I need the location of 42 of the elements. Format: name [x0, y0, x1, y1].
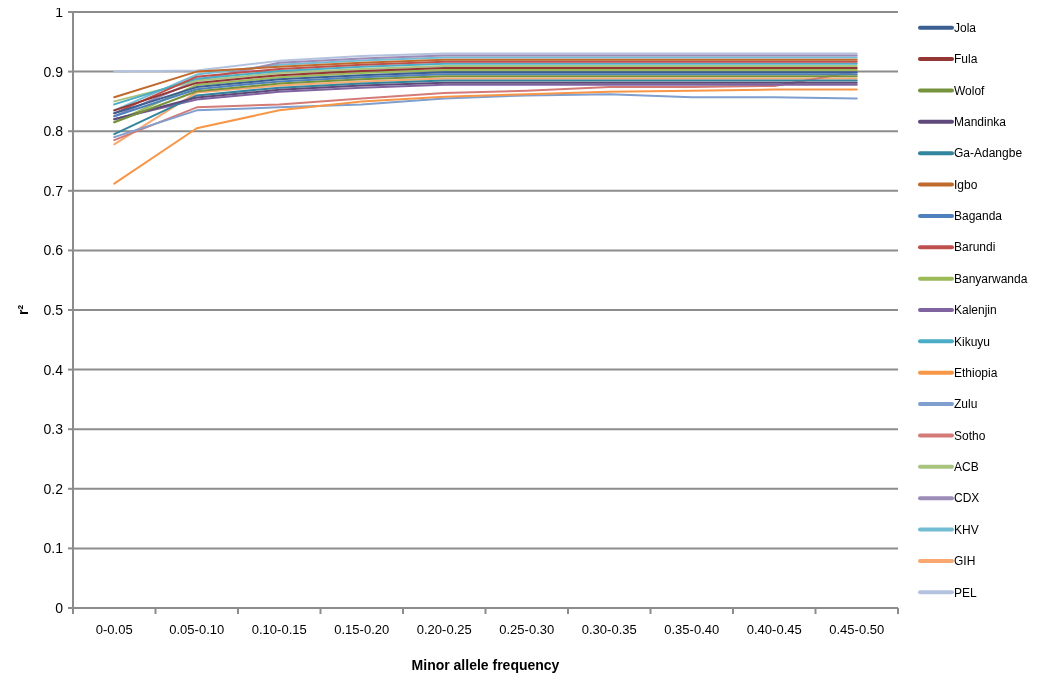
legend-label: Mandinka — [954, 114, 1007, 129]
legend-label: Fula — [954, 52, 978, 67]
legend-label: Kikuyu — [954, 334, 991, 349]
x-tick-label: 0.30-0.35 — [581, 622, 637, 637]
y-tick-label: 0.4 — [43, 361, 64, 378]
y-tick-label: 0.1 — [43, 540, 64, 557]
y-tick-label: 0.6 — [43, 242, 64, 259]
legend-label: Ga-Adangbe — [954, 146, 1023, 161]
legend-label: Jola — [954, 20, 977, 35]
x-tick-label: 0.35-0.40 — [664, 622, 720, 637]
x-tick-label: 0.15-0.20 — [334, 622, 390, 637]
x-tick-label: 0.40-0.45 — [746, 622, 802, 637]
y-tick-label: 0.9 — [43, 63, 64, 80]
legend-label: Kalenjin — [954, 303, 997, 318]
legend-label: Baganda — [954, 209, 1003, 224]
x-tick-label: 0.45-0.50 — [829, 622, 885, 637]
y-tick-label: 0.8 — [43, 123, 64, 140]
legend-label: Wolof — [954, 83, 986, 98]
y-tick-label: 0.5 — [43, 301, 64, 318]
x-tick-label: 0.10-0.15 — [251, 622, 307, 637]
legend-label: ACB — [954, 460, 979, 475]
x-axis-title: Minor allele frequency — [411, 657, 560, 673]
y-axis-title: r² — [15, 304, 31, 316]
x-tick-label: 0-0.05 — [95, 622, 133, 637]
legend-label: Igbo — [954, 177, 978, 192]
y-tick-label: 1 — [55, 3, 64, 20]
legend-label: Barundi — [954, 240, 996, 255]
legend-label: PEL — [954, 585, 978, 600]
x-tick-label: 0.05-0.10 — [169, 622, 225, 637]
y-tick-label: 0.7 — [43, 182, 64, 199]
legend-label: KHV — [954, 522, 979, 537]
legend-label: GIH — [954, 554, 976, 569]
y-tick-label: 0 — [55, 599, 64, 616]
legend-label: CDX — [954, 491, 980, 506]
legend-label: Ethiopia — [954, 365, 998, 380]
x-tick-label: 0.20-0.25 — [416, 622, 472, 637]
y-tick-label: 0.2 — [43, 480, 64, 497]
legend-label: Sotho — [954, 428, 986, 443]
legend-label: Banyarwanda — [954, 271, 1028, 286]
x-tick-label: 0.25-0.30 — [499, 622, 555, 637]
legend-label: Zulu — [954, 397, 978, 412]
y-tick-label: 0.3 — [43, 421, 64, 438]
